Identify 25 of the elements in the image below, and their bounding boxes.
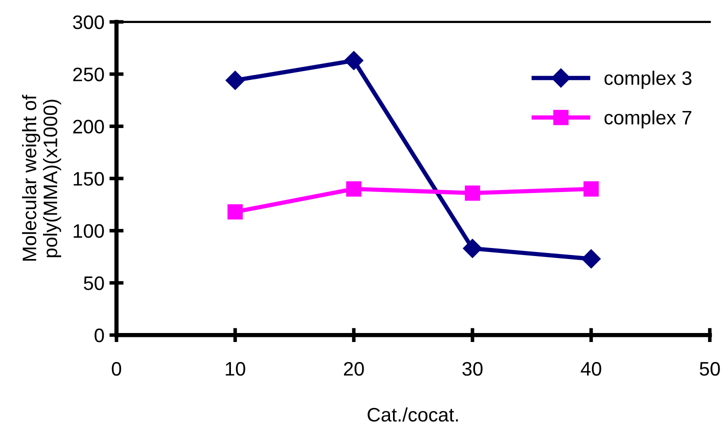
x-tick-label: 0 — [112, 362, 122, 376]
y-tick-label: 250 — [73, 68, 104, 82]
x-tick-label: 10 — [226, 362, 246, 376]
x-tick-label: 30 — [462, 362, 483, 376]
y-axis-title: Molecular weight of poly(MMA)(x1000) — [22, 94, 62, 261]
y-tick-label: 300 — [72, 15, 104, 30]
point — [583, 181, 599, 197]
y-tick-label: 50 — [84, 276, 104, 290]
legend-label: complex 7 — [604, 110, 692, 128]
y-tick-label: 200 — [73, 120, 104, 134]
y-tick-label: 0 — [94, 328, 104, 342]
point — [462, 238, 482, 258]
x-tick-label: 50 — [700, 362, 720, 376]
x-axis-title: Cat./cocat. — [368, 407, 458, 422]
x-tick-label: 40 — [580, 362, 602, 376]
point — [228, 204, 243, 220]
legend-label: complex 3 — [604, 70, 692, 89]
point — [582, 249, 601, 268]
y-tick-label: 150 — [74, 172, 104, 186]
point — [226, 70, 245, 90]
point — [464, 185, 480, 201]
point — [344, 50, 364, 70]
x-tick-label: 20 — [344, 362, 364, 376]
point — [346, 181, 362, 197]
y-tick-label: 100 — [74, 224, 104, 238]
